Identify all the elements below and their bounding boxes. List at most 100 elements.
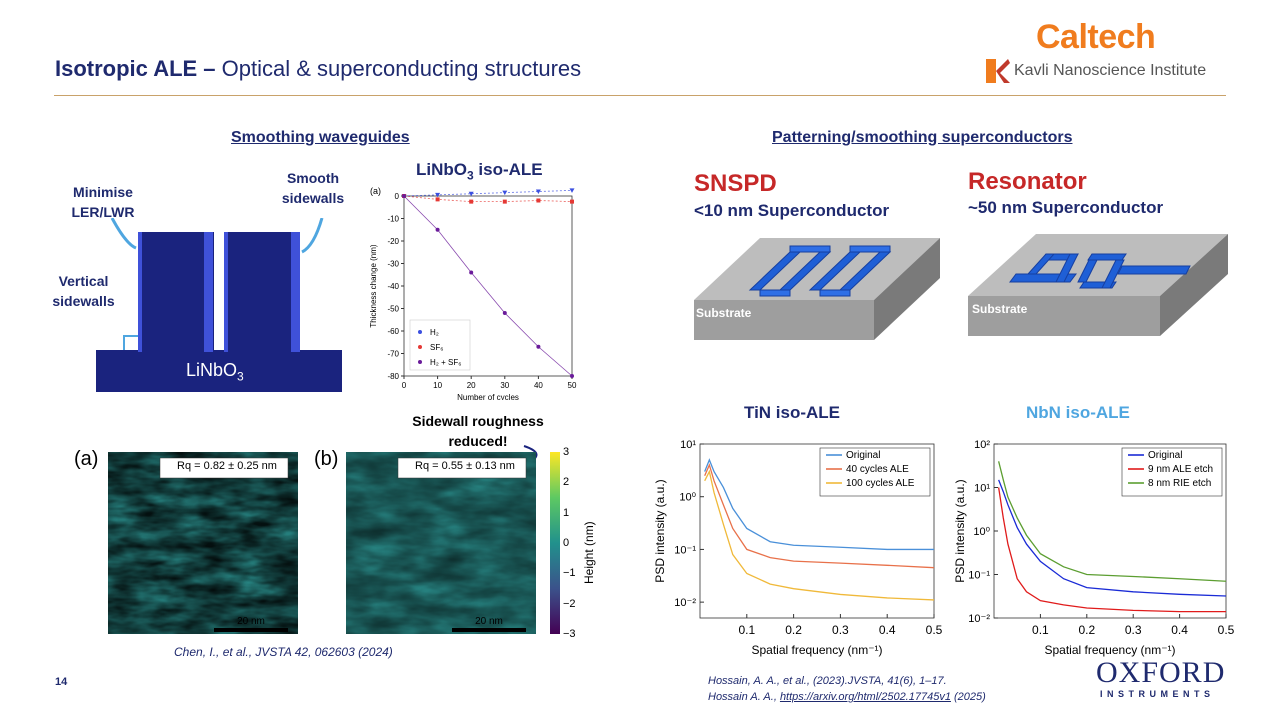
legend-entry: SF₆ bbox=[430, 343, 443, 352]
legend-marker bbox=[418, 345, 422, 349]
series-line bbox=[704, 463, 935, 569]
y-tick-label: 0 bbox=[395, 192, 400, 201]
y-axis-label: PSD intensity (a.u.) bbox=[653, 479, 667, 582]
tin-psd-chart: 0.1 0.2 0.3 0.4 0.5 10¹ 10⁰ 10⁻¹ 10⁻² Spatial fre… bbox=[653, 439, 942, 657]
legend-box bbox=[819, 447, 931, 497]
header-divider bbox=[54, 95, 1226, 96]
snspd-device bbox=[694, 238, 940, 340]
y-tick-label: 10² bbox=[974, 439, 990, 451]
colorbar-tick: 1 bbox=[563, 506, 570, 519]
x-tick-label: 0.3 bbox=[832, 623, 849, 637]
legend: Original 40 cycles ALE 100 cycles ALE bbox=[819, 447, 931, 497]
linbo3-thickness-chart: 0 10 20 30 40 50 0 -10 -20 -30 -40 -50 -60 -70 -80 Numb… bbox=[369, 186, 577, 400]
colorbar-tick: 2 bbox=[563, 476, 570, 489]
y-tick-label: 10⁰ bbox=[973, 526, 990, 538]
reference-hossain-2023: Hossain, A. A., et al., (2023).JVSTA, 41… bbox=[708, 675, 947, 687]
reference-chen: Chen, I., et al., JVSTA 42, 062603 (2024… bbox=[174, 645, 393, 659]
series-line bbox=[998, 461, 1227, 582]
roughness-note: Sidewall roughness reduced! bbox=[412, 413, 544, 449]
afm-b-rq: Rq = 0.55 ± 0.13 nm bbox=[415, 460, 515, 472]
legend-entry: H₂ + SF₆ bbox=[430, 358, 461, 367]
data-point bbox=[569, 188, 575, 193]
y-tick-label: 10¹ bbox=[680, 439, 696, 451]
waveguide-left bbox=[138, 232, 214, 352]
tin-chart-title: TiN iso-ALE bbox=[744, 403, 841, 422]
x-axis-label: Number of cycles bbox=[457, 393, 519, 400]
sidewall-left bbox=[204, 232, 213, 352]
right-angle-icon bbox=[123, 335, 138, 350]
x-tick-label: 0.3 bbox=[1125, 623, 1142, 637]
label-vertical-sidewalls: Vertical sidewalls bbox=[52, 273, 115, 309]
legend-entry: H₂ bbox=[430, 328, 439, 337]
resonator-title: Resonator bbox=[968, 168, 1087, 195]
legend-box bbox=[1121, 447, 1223, 497]
afm-maps bbox=[108, 452, 560, 634]
nbn-chart-title: NbN iso-ALE bbox=[1026, 403, 1130, 422]
x-tick-label: 0.1 bbox=[738, 623, 755, 637]
waveguide-right bbox=[224, 232, 300, 352]
afm-a-label: (a) bbox=[74, 448, 99, 470]
legend-entry: 40 cycles ALE bbox=[846, 464, 909, 475]
panel-label: (a) bbox=[370, 186, 381, 196]
snspd-substrate-label: Substrate bbox=[696, 306, 752, 320]
arrow-ler-icon bbox=[110, 218, 137, 250]
arrow-smooth-icon bbox=[301, 218, 324, 254]
x-tick-label: 30 bbox=[500, 381, 509, 390]
data-point bbox=[535, 189, 541, 194]
oxford-instruments-text: INSTRUMENTS bbox=[1100, 689, 1215, 699]
y-tick-label: 10¹ bbox=[974, 483, 990, 495]
data-point bbox=[435, 197, 440, 202]
series-line bbox=[704, 458, 934, 551]
series-line bbox=[997, 487, 1226, 613]
heading-superconductors: Patterning/smoothing superconductors bbox=[772, 129, 1073, 146]
colorbar-tick: −2 bbox=[563, 597, 576, 610]
data-point bbox=[502, 199, 507, 204]
waveguide-schematic bbox=[96, 218, 342, 392]
data-point bbox=[570, 199, 574, 204]
y-tick-label: 10⁻¹ bbox=[968, 570, 990, 582]
chart-title-linbo3: LiNbO3 iso-ALE bbox=[416, 160, 543, 183]
afm-a-scalebar-label: 20 nm bbox=[237, 616, 265, 627]
resonator-device bbox=[968, 234, 1228, 336]
x-tick-label: 10 bbox=[433, 381, 442, 390]
y-tick-label: -60 bbox=[387, 327, 399, 336]
legend-entry: Original bbox=[846, 450, 880, 461]
y-tick-label: -50 bbox=[387, 305, 399, 314]
slide-title: Isotropic ALE – Optical & superconductin… bbox=[55, 56, 582, 81]
data-point bbox=[570, 374, 574, 378]
colorbar-label: Height (nm) bbox=[582, 521, 596, 584]
substrate-label: LiNbO3 bbox=[186, 360, 244, 384]
y-axis-label: Thickness change (nm) bbox=[369, 244, 378, 327]
data-point bbox=[502, 311, 507, 315]
afm-b-label: (b) bbox=[314, 448, 339, 470]
resonator-substrate-label: Substrate bbox=[972, 302, 1028, 316]
series-line bbox=[403, 195, 573, 203]
y-tick-label: -20 bbox=[387, 237, 399, 246]
colorbar-tick: −1 bbox=[563, 567, 576, 580]
data-point bbox=[536, 198, 541, 203]
nbn-psd-chart: 0.1 0.2 0.3 0.4 0.5 10² 10¹ 10⁰ 10⁻¹ 10⁻² Spatial … bbox=[953, 439, 1235, 657]
afm-b-scalebar-label: 20 nm bbox=[475, 616, 503, 627]
arxiv-link[interactable]: https://arxiv.org/html/2502.17745v1 bbox=[779, 691, 951, 703]
series-line bbox=[403, 195, 573, 377]
x-tick-label: 20 bbox=[467, 381, 476, 390]
x-tick-label: 0 bbox=[402, 381, 407, 390]
x-tick-label: 0.5 bbox=[1218, 623, 1235, 637]
x-tick-label: 0.2 bbox=[1078, 623, 1095, 637]
colorbar-ticks: 3 2 1 0 −1 −2 −3 bbox=[563, 446, 587, 642]
heading-smoothing-waveguides: Smoothing waveguides bbox=[231, 129, 410, 146]
x-axis-label: Spatial frequency (nm⁻¹) bbox=[1044, 643, 1175, 657]
legend-entry: Original bbox=[1148, 450, 1182, 461]
data-point bbox=[435, 227, 440, 232]
y-tick-label: -10 bbox=[387, 215, 399, 224]
legend-entry: 8 nm RIE etch bbox=[1148, 478, 1211, 489]
y-tick-label: 10⁻² bbox=[968, 613, 990, 625]
legend: Original 9 nm ALE etch 8 nm RIE etch bbox=[1121, 447, 1223, 497]
series-line bbox=[998, 479, 1227, 597]
label-minimise-ler: Minimise LER/LWR bbox=[71, 184, 135, 220]
oxford-logo-text: OXFORD bbox=[1096, 656, 1226, 689]
x-tick-label: 0.5 bbox=[926, 623, 942, 637]
y-tick-label: 10⁰ bbox=[679, 492, 696, 504]
y-tick-label: 10⁻¹ bbox=[674, 544, 696, 556]
y-tick-label: -40 bbox=[387, 282, 399, 291]
